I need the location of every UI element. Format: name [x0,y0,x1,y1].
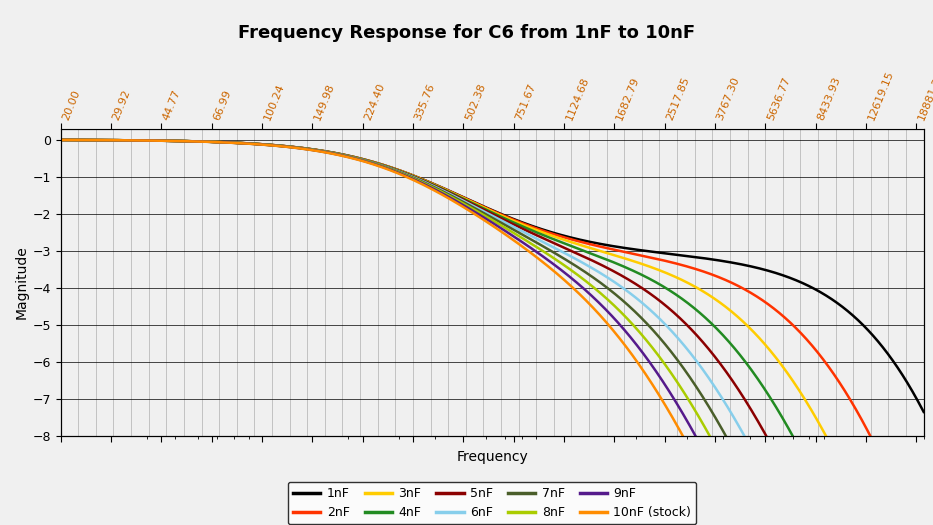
X-axis label: Frequency: Frequency [456,449,528,464]
Text: Frequency Response for C6 from 1nF to 10nF: Frequency Response for C6 from 1nF to 10… [238,24,695,41]
Y-axis label: Magnitude: Magnitude [14,245,28,319]
Legend: 1nF, 2nF, 3nF, 4nF, 5nF, 6nF, 7nF, 8nF, 9nF, 10nF (stock): 1nF, 2nF, 3nF, 4nF, 5nF, 6nF, 7nF, 8nF, … [288,482,696,524]
